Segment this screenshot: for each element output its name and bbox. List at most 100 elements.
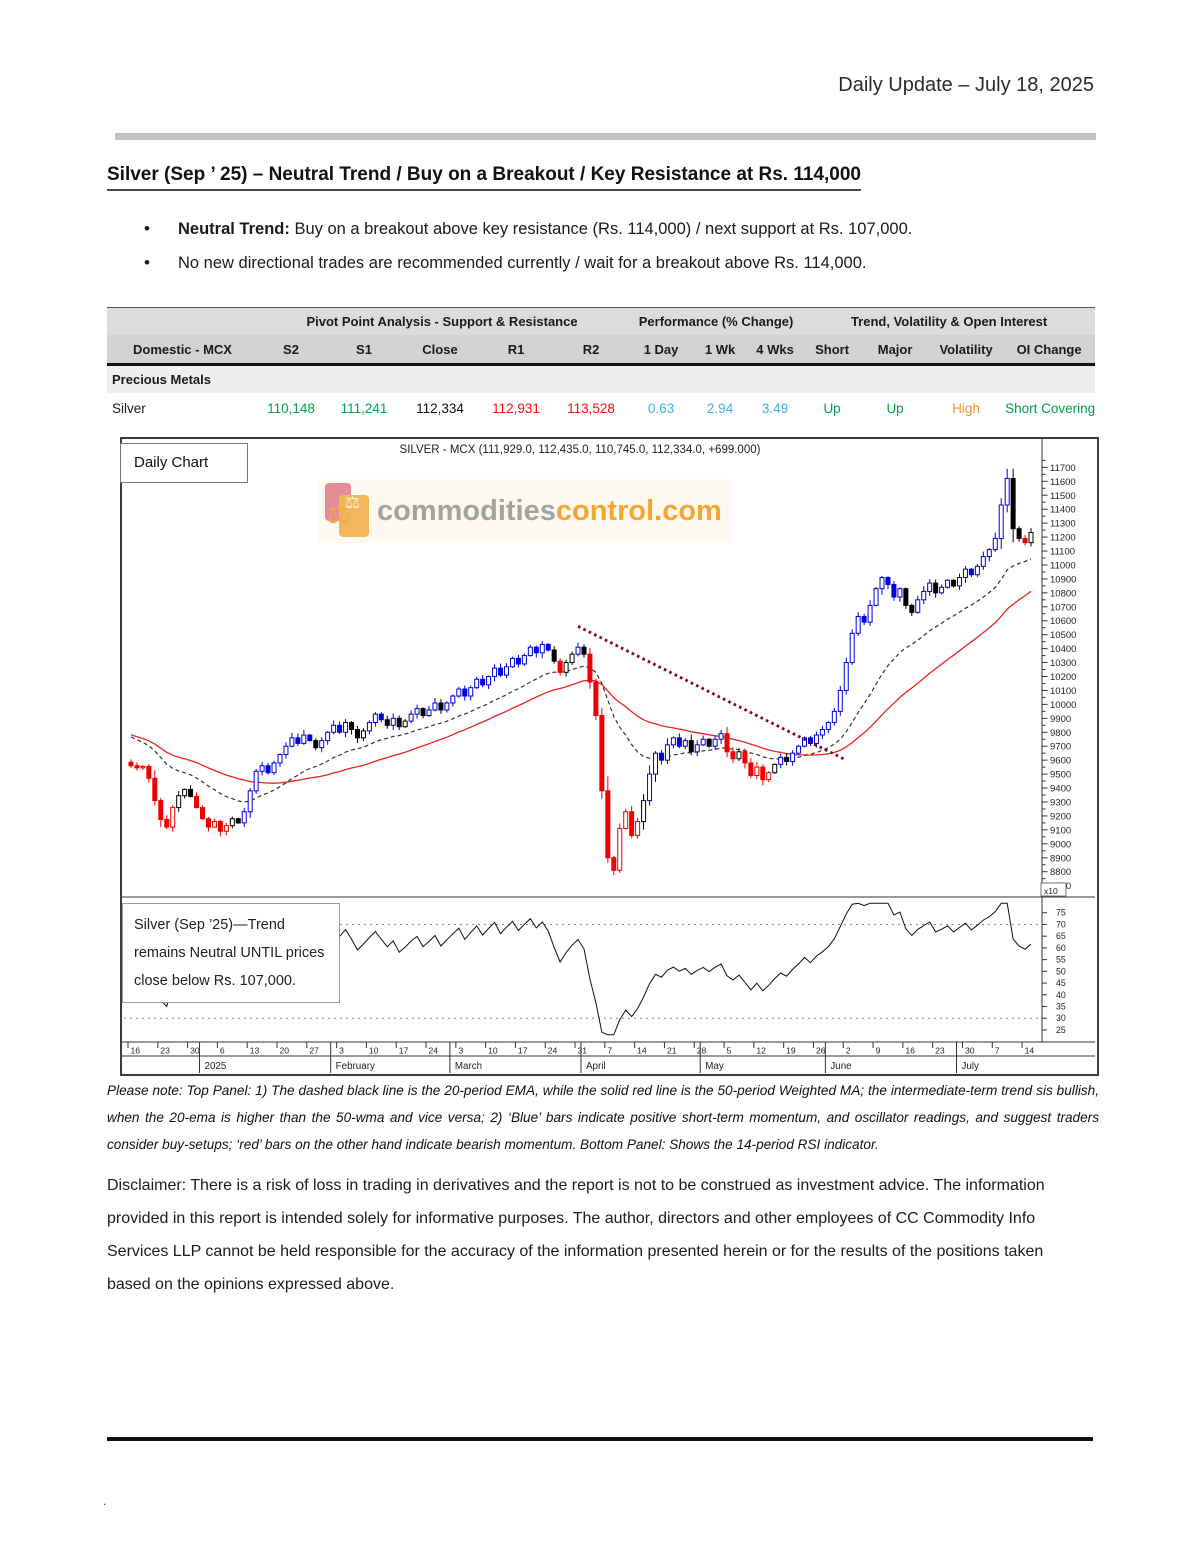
commodity-name: Silver <box>107 393 255 424</box>
svg-text:9600: 9600 <box>1050 756 1071 767</box>
svg-text:10600: 10600 <box>1050 616 1076 627</box>
svg-text:9300: 9300 <box>1050 797 1071 808</box>
svg-text:14: 14 <box>637 1046 647 1056</box>
svg-text:60: 60 <box>1056 943 1066 953</box>
value-volatility: High <box>929 393 1004 424</box>
svg-text:9700: 9700 <box>1050 742 1071 753</box>
svg-text:27: 27 <box>309 1046 319 1056</box>
bullet-item: Neutral Trend: Buy on a breakout above k… <box>144 219 1118 239</box>
svg-text:23: 23 <box>935 1046 945 1056</box>
bullet-item: No new directional trades are recommende… <box>144 253 1118 273</box>
value-1wk: 2.94 <box>693 393 748 424</box>
svg-text:May: May <box>705 1061 724 1072</box>
section-label: Precious Metals <box>107 364 1096 393</box>
table-row-silver: Silver 110,148 111,241 112,334 112,931 1… <box>107 393 1096 424</box>
value-4wks: 3.49 <box>747 393 804 424</box>
svg-text:10000: 10000 <box>1050 700 1076 711</box>
svg-text:17: 17 <box>518 1046 528 1056</box>
svg-text:9200: 9200 <box>1050 811 1071 822</box>
svg-text:11700: 11700 <box>1050 463 1076 474</box>
svg-text:10800: 10800 <box>1050 588 1076 599</box>
svg-text:14: 14 <box>1025 1046 1035 1056</box>
svg-text:31: 31 <box>578 1046 588 1056</box>
svg-text:40: 40 <box>1056 990 1066 1000</box>
chart-note: Please note: Top Panel: 1) The dashed bl… <box>107 1083 1099 1152</box>
group-header-blank <box>107 307 255 335</box>
page-header-date: Daily Update – July 18, 2025 <box>838 74 1094 96</box>
svg-text:3: 3 <box>458 1046 463 1056</box>
svg-text:30: 30 <box>190 1046 200 1056</box>
svg-text:10700: 10700 <box>1050 602 1076 613</box>
svg-text:10: 10 <box>369 1046 379 1056</box>
svg-text:11100: 11100 <box>1050 547 1075 558</box>
svg-text:23: 23 <box>160 1046 170 1056</box>
svg-text:6: 6 <box>220 1046 225 1056</box>
svg-text:9500: 9500 <box>1050 770 1071 781</box>
header-divider <box>115 133 1096 140</box>
svg-text:9800: 9800 <box>1050 728 1071 739</box>
svg-text:11500: 11500 <box>1050 491 1076 502</box>
svg-text:7: 7 <box>607 1046 612 1056</box>
svg-text:50: 50 <box>1056 966 1066 976</box>
value-r2: 113,528 <box>553 393 630 424</box>
svg-text:30: 30 <box>965 1046 975 1056</box>
svg-text:75: 75 <box>1056 908 1066 918</box>
value-trend-major: Up <box>861 393 930 424</box>
column-header: Short <box>803 335 862 366</box>
svg-text:17: 17 <box>399 1046 409 1056</box>
table-column-header-row: Domestic - MCX S2 S1 Close R1 R2 1 Day 1… <box>107 335 1096 366</box>
svg-text:10100: 10100 <box>1050 686 1076 697</box>
svg-text:30: 30 <box>1056 1013 1066 1023</box>
svg-text:13: 13 <box>250 1046 260 1056</box>
column-header: 1 Wk <box>693 335 748 366</box>
svg-text:24: 24 <box>429 1046 439 1056</box>
svg-text:20: 20 <box>280 1046 290 1056</box>
column-header: OI Change <box>1003 335 1096 366</box>
svg-text:26: 26 <box>816 1046 826 1056</box>
svg-text:11400: 11400 <box>1050 505 1076 516</box>
bullet-text: Buy on a breakout above key resistance (… <box>289 220 913 238</box>
scales-icon: ⚖ <box>327 499 351 529</box>
pivot-table: Pivot Point Analysis - Support & Resista… <box>107 307 1096 424</box>
svg-text:55: 55 <box>1056 955 1066 965</box>
value-close: 112,334 <box>401 393 479 424</box>
chart-type-label: Daily Chart <box>120 443 248 483</box>
watermark-text-gray: commodities <box>377 494 556 527</box>
disclaimer: Disclaimer: There is a risk of loss in t… <box>107 1177 1045 1293</box>
column-header: Major <box>861 335 930 366</box>
svg-text:11600: 11600 <box>1050 477 1076 488</box>
svg-text:8800: 8800 <box>1050 867 1071 878</box>
svg-text:July: July <box>962 1061 980 1072</box>
svg-text:19: 19 <box>786 1046 796 1056</box>
svg-text:11300: 11300 <box>1050 519 1076 530</box>
summary-bullets: Neutral Trend: Buy on a breakout above k… <box>144 219 1118 288</box>
chart-annotation: Silver (Sep ’25)—Trend remains Neutral U… <box>122 903 340 1003</box>
group-header-performance: Performance (% Change) <box>629 307 804 335</box>
svg-text:10400: 10400 <box>1050 644 1076 655</box>
bullet-text: No new directional trades are recommende… <box>178 254 867 272</box>
svg-text:25: 25 <box>1056 1025 1066 1035</box>
watermark: ⚖ ⚖ commoditiescontrol.com <box>317 479 732 543</box>
svg-text:SILVER - MCX (111,929.0, 112,4: SILVER - MCX (111,929.0, 112,435.0, 110,… <box>400 444 761 456</box>
svg-text:21: 21 <box>667 1046 677 1056</box>
column-header: R1 <box>479 335 553 366</box>
svg-text:24: 24 <box>548 1046 558 1056</box>
svg-text:x10: x10 <box>1044 886 1058 896</box>
svg-text:5: 5 <box>727 1046 732 1056</box>
svg-text:10300: 10300 <box>1050 658 1076 669</box>
report-title: Silver (Sep ’ 25) – Neutral Trend / Buy … <box>107 164 861 191</box>
daily-chart-panel: ⚖ ⚖ commoditiescontrol.com 8700880089009… <box>120 437 1099 1076</box>
column-header: R2 <box>553 335 630 366</box>
svg-text:2: 2 <box>846 1046 851 1056</box>
svg-text:16: 16 <box>131 1046 141 1056</box>
column-header: Volatility <box>929 335 1004 366</box>
svg-text:35: 35 <box>1056 1002 1066 1012</box>
svg-text:10500: 10500 <box>1050 630 1076 641</box>
table-section-row: Precious Metals <box>107 364 1096 393</box>
svg-text:February: February <box>336 1061 375 1072</box>
table-group-header-row: Pivot Point Analysis - Support & Resista… <box>107 307 1096 335</box>
scales-icon: ⚖ <box>345 493 361 512</box>
svg-text:March: March <box>455 1061 482 1072</box>
footer-divider <box>107 1437 1093 1441</box>
